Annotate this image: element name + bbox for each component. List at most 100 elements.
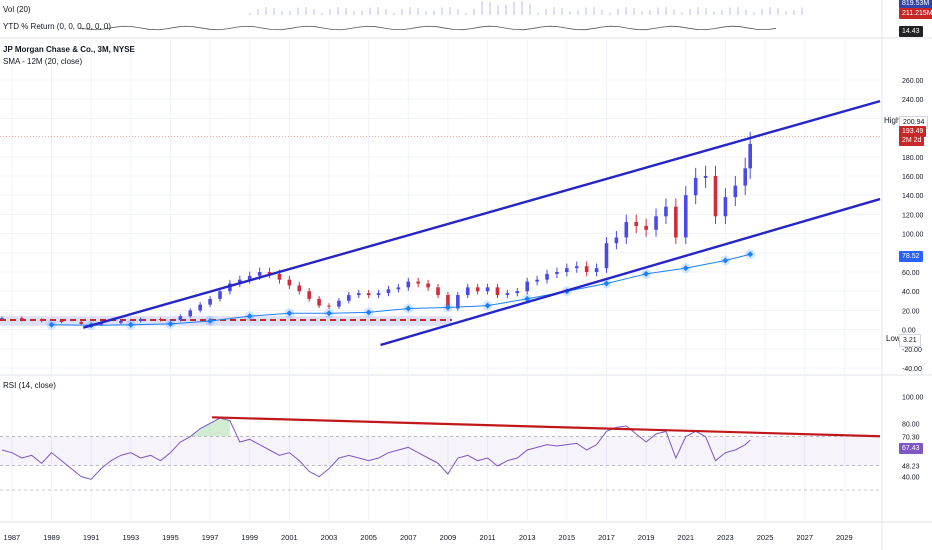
candle-body xyxy=(79,321,84,324)
rsi-trendline[interactable] xyxy=(212,416,881,438)
candle-body xyxy=(238,279,242,284)
vol-indicator-label[interactable]: Vol (20) xyxy=(3,5,31,14)
high-word: High xyxy=(884,116,901,125)
candle-body xyxy=(674,206,678,238)
x-tick-label: 2027 xyxy=(796,533,813,542)
axes: 1987 1989 1991 1993 1995 1997 1999 2001 2003 2005… xyxy=(4,78,924,542)
sma-marker xyxy=(524,295,531,302)
ytd-value-tag: 14.43 xyxy=(899,26,923,37)
candle-body xyxy=(396,287,401,290)
y-tick-label: 60.00 xyxy=(902,270,920,277)
x-tick-label: 1997 xyxy=(202,533,219,542)
candle-body xyxy=(178,316,183,320)
x-tick-label: 2019 xyxy=(638,533,655,542)
lower-channel-line[interactable] xyxy=(380,197,881,347)
low-word: Low xyxy=(886,334,901,343)
rsi-indicator-label[interactable]: RSI (14, close) xyxy=(3,381,56,390)
candle-body xyxy=(584,266,589,272)
candle-body xyxy=(247,275,252,280)
candle-body xyxy=(545,273,549,280)
rsi-y-tick-label: 70.30 xyxy=(902,434,920,441)
x-tick-label: 1993 xyxy=(122,533,139,542)
sma-marker xyxy=(484,302,491,309)
candle-body xyxy=(386,289,391,294)
sma-marker xyxy=(444,304,451,311)
candle-body xyxy=(515,291,520,294)
x-tick-label: 2005 xyxy=(360,533,377,542)
candle-body xyxy=(456,295,460,309)
candle-body xyxy=(436,287,440,296)
sma-marker xyxy=(48,321,55,328)
candle-body xyxy=(198,304,202,311)
sma-marker xyxy=(207,317,214,324)
x-tick-label: 2007 xyxy=(400,533,417,542)
symbol-title[interactable]: JP Morgan Chase & Co., 3M, NYSE xyxy=(3,45,135,54)
x-tick-label: 2003 xyxy=(321,533,338,542)
candle-body xyxy=(525,281,530,292)
candle-body xyxy=(644,225,648,230)
candle-body xyxy=(119,320,123,323)
candle-body xyxy=(748,143,752,169)
upper-channel-line[interactable] xyxy=(82,99,881,329)
sma-marker xyxy=(365,309,372,316)
candle-body xyxy=(426,283,430,288)
candle-body xyxy=(228,283,232,292)
sma-line xyxy=(51,253,751,326)
x-tick-label: 1995 xyxy=(162,533,179,542)
x-tick-label: 2001 xyxy=(281,533,298,542)
sma-marker xyxy=(286,310,293,317)
rsi-y-tick-label: 48.23 xyxy=(902,464,920,471)
candle-body xyxy=(693,177,698,196)
x-tick-label: 2029 xyxy=(836,533,853,542)
candle-body xyxy=(664,206,668,217)
candle-body xyxy=(317,298,321,306)
y-tick-label: 260.00 xyxy=(902,78,924,85)
candle-body xyxy=(535,279,539,282)
sma-marker xyxy=(127,321,134,328)
last-price-tag: 193.49 xyxy=(899,126,927,137)
price-pane xyxy=(0,99,881,347)
y-tick-label: 0.00 xyxy=(902,328,916,335)
candle-body xyxy=(366,293,371,296)
x-tick-label: 1987 xyxy=(4,533,21,542)
candle-body xyxy=(723,197,728,217)
ytd-indicator-label[interactable]: YTD % Return (0, 0, 0, 0, 0, 0) xyxy=(3,22,112,31)
candle-body xyxy=(347,295,351,301)
x-tick-label: 1991 xyxy=(83,533,100,542)
ytd-line xyxy=(79,25,777,31)
candle-body xyxy=(733,185,738,198)
candle-body xyxy=(257,272,262,276)
rsi-y-tick-label: 80.00 xyxy=(902,421,920,428)
candle-body xyxy=(39,320,44,321)
candle-body xyxy=(287,279,292,286)
x-tick-label: 2021 xyxy=(677,533,694,542)
candle-body xyxy=(59,320,64,322)
y-tick-label: 140.00 xyxy=(902,193,924,200)
x-tick-label: 2015 xyxy=(559,533,576,542)
candle-body xyxy=(267,272,272,274)
candle-body xyxy=(555,272,559,274)
candle-body xyxy=(594,268,599,272)
x-tick-label: 2013 xyxy=(519,533,536,542)
candle-body xyxy=(614,237,619,244)
candle-body xyxy=(703,176,708,178)
candle-body xyxy=(337,300,341,307)
y-tick-label: -20.00 xyxy=(902,347,922,354)
x-tick-label: 2023 xyxy=(717,533,734,542)
candle-body xyxy=(218,291,222,299)
candle-body xyxy=(713,176,718,217)
x-tick-label: 2009 xyxy=(440,533,457,542)
candle-body xyxy=(376,293,381,296)
sma-marker xyxy=(326,310,333,317)
candle-body xyxy=(634,222,639,226)
candle-body xyxy=(565,268,569,272)
candle-body xyxy=(307,291,311,299)
low-value-tag: 3.21 xyxy=(899,334,921,347)
candle-body xyxy=(416,281,420,284)
candle-body xyxy=(0,318,4,320)
sma-indicator-label[interactable]: SMA - 12M (20, close) xyxy=(3,57,83,66)
candle-body xyxy=(208,298,212,305)
